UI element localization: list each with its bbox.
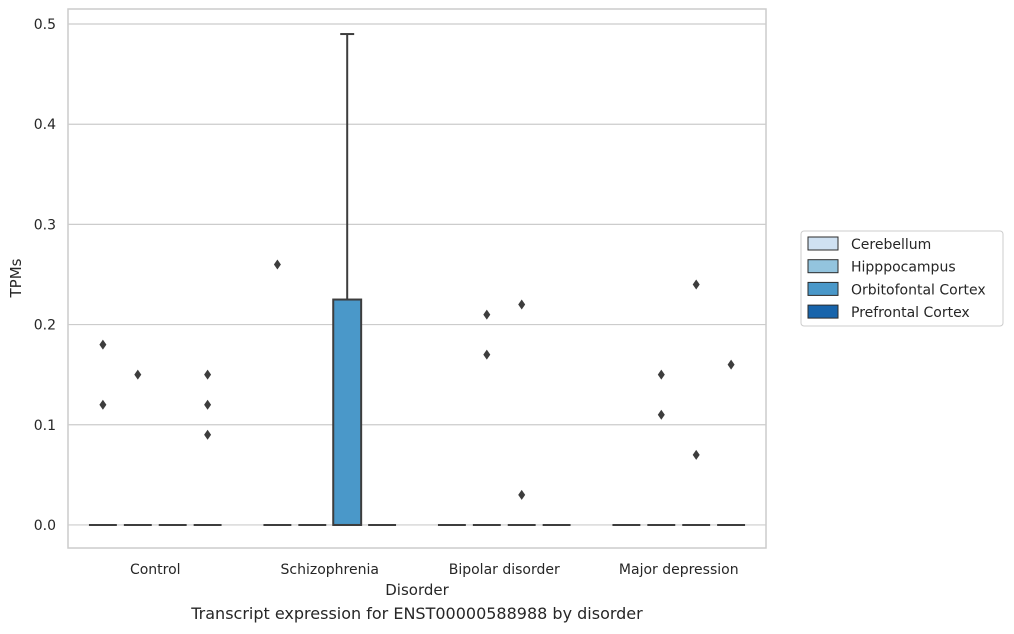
legend-label: Cerebellum xyxy=(851,237,931,253)
legend-label: Orbitofontal Cortex xyxy=(851,282,986,298)
legend: Cerebellum Hipppocampus Orbitofontal Corte… xyxy=(800,230,1004,327)
outlier-point xyxy=(657,409,665,420)
grid-lines xyxy=(68,23,766,526)
box-group xyxy=(507,299,536,526)
x-axis-title: Disorder xyxy=(385,581,449,599)
outlier-point xyxy=(483,309,491,320)
x-tick-label: Control xyxy=(130,562,181,578)
outlier-point xyxy=(518,299,526,310)
outlier-point xyxy=(727,359,735,370)
y-axis-ticks: 0.0 0.1 0.2 0.3 0.4 0.5 xyxy=(34,17,56,534)
legend-swatch xyxy=(807,236,839,251)
y-tick-label: 0.4 xyxy=(34,117,56,133)
outlier-point xyxy=(692,279,700,290)
box-group xyxy=(193,369,222,526)
box-marks xyxy=(88,33,746,526)
legend-swatch xyxy=(807,281,839,296)
outlier-point xyxy=(99,339,107,350)
legend-label: Hipppocampus xyxy=(851,260,956,276)
y-axis-title: TPMs xyxy=(7,258,25,298)
legend-swatch xyxy=(807,259,839,274)
box-group xyxy=(123,369,152,526)
outlier-point xyxy=(204,369,212,380)
outlier-point xyxy=(204,399,212,410)
box-group xyxy=(263,259,292,526)
x-axis-ticks: Control Schizophrenia Bipolar disorder Majo… xyxy=(130,562,739,578)
y-tick-label: 0.2 xyxy=(34,318,56,334)
y-tick-label: 0.0 xyxy=(34,518,56,534)
outlier-point xyxy=(134,369,142,380)
x-tick-label: Schizophrenia xyxy=(281,562,379,578)
y-tick-label: 0.5 xyxy=(34,17,56,33)
x-tick-label: Major depression xyxy=(619,562,739,578)
y-tick-label: 0.1 xyxy=(34,418,56,434)
outlier-point xyxy=(483,349,491,360)
legend-frame xyxy=(800,230,1004,327)
outlier-point xyxy=(692,449,700,460)
outlier-point xyxy=(204,429,212,440)
legend-label: Prefrontal Cortex xyxy=(851,305,970,321)
outlier-point xyxy=(518,489,526,500)
box-group xyxy=(717,359,746,526)
box-body xyxy=(332,298,363,526)
x-tick-label: Bipolar disorder xyxy=(449,562,560,578)
y-tick-label: 0.3 xyxy=(34,217,56,233)
figure-caption: Transcript expression for ENST0000058898… xyxy=(191,604,643,623)
box-group xyxy=(88,339,117,526)
box-group xyxy=(647,369,676,526)
outlier-point xyxy=(99,399,107,410)
box-group xyxy=(472,309,501,526)
box-group xyxy=(332,33,363,526)
box-group xyxy=(682,279,711,526)
plot-area-frame xyxy=(67,8,767,549)
outlier-point xyxy=(657,369,665,380)
outlier-point xyxy=(273,259,281,270)
legend-swatch xyxy=(807,304,839,319)
